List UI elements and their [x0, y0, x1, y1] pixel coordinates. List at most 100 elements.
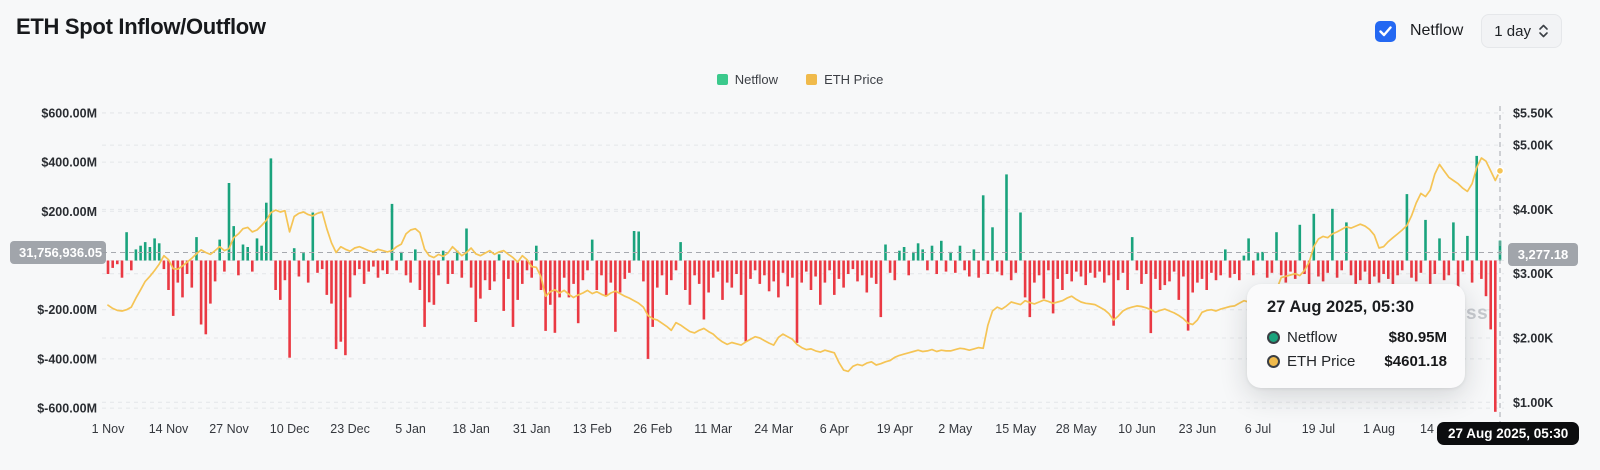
netflow-toggle-label[interactable]: Netflow [1409, 22, 1464, 39]
netflow-bar[interactable] [912, 251, 915, 261]
netflow-bar[interactable] [320, 260, 324, 270]
netflow-bar[interactable] [1000, 260, 1004, 276]
netflow-bar[interactable] [404, 260, 408, 276]
netflow-bar[interactable] [660, 260, 664, 276]
netflow-bar[interactable] [1494, 260, 1497, 412]
netflow-bar[interactable] [432, 260, 436, 305]
netflow-bar[interactable] [1438, 238, 1441, 261]
netflow-bar[interactable] [1489, 260, 1492, 330]
netflow-bar[interactable] [730, 260, 734, 288]
netflow-bar[interactable] [958, 245, 962, 261]
netflow-bar[interactable] [1456, 260, 1460, 295]
netflow-bar[interactable] [1414, 260, 1418, 282]
netflow-bar[interactable] [651, 260, 654, 327]
netflow-bar[interactable] [1340, 260, 1343, 271]
netflow-bar[interactable] [1363, 260, 1367, 272]
netflow-bar[interactable] [716, 260, 720, 272]
netflow-bar[interactable] [1047, 260, 1050, 271]
netflow-bar[interactable] [595, 260, 599, 291]
netflow-bar[interactable] [1182, 260, 1185, 277]
netflow-bar[interactable] [702, 260, 706, 320]
netflow-bar[interactable] [1265, 260, 1269, 278]
netflow-bar[interactable] [1442, 260, 1446, 281]
netflow-bar[interactable] [1079, 260, 1083, 277]
netflow-bar[interactable] [623, 260, 627, 279]
netflow-bar[interactable] [711, 260, 715, 278]
netflow-bar[interactable] [255, 238, 259, 261]
netflow-bar[interactable] [586, 260, 589, 271]
netflow-bar[interactable] [1163, 260, 1167, 286]
netflow-bar[interactable] [330, 260, 333, 304]
netflow-bar[interactable] [954, 260, 957, 273]
netflow-bar[interactable] [772, 260, 775, 282]
netflow-bar[interactable] [274, 260, 277, 291]
netflow-bar[interactable] [400, 251, 403, 261]
netflow-bar[interactable] [171, 260, 175, 316]
netflow-bar[interactable] [697, 260, 701, 284]
netflow-bar[interactable] [632, 231, 636, 261]
netflow-bar[interactable] [860, 260, 864, 276]
netflow-bar[interactable] [507, 260, 510, 279]
netflow-bar[interactable] [535, 245, 538, 261]
netflow-bar[interactable] [521, 260, 524, 284]
netflow-bar[interactable] [1359, 260, 1362, 281]
netflow-bar[interactable] [1200, 260, 1204, 279]
netflow-bar[interactable] [1419, 260, 1423, 273]
netflow-bar[interactable] [306, 260, 310, 283]
netflow-bar[interactable] [1084, 260, 1087, 286]
netflow-bar[interactable] [497, 254, 501, 261]
netflow-bar[interactable] [707, 260, 710, 293]
netflow-bar[interactable] [1158, 260, 1162, 291]
netflow-bar[interactable] [1466, 235, 1469, 261]
netflow-bar[interactable] [1210, 260, 1213, 273]
netflow-bar[interactable] [609, 260, 613, 283]
netflow-bar[interactable] [195, 237, 198, 261]
netflow-bar[interactable] [246, 247, 249, 261]
netflow-bar[interactable] [232, 226, 235, 261]
netflow-bar[interactable] [488, 260, 492, 291]
netflow-bar[interactable] [372, 260, 375, 267]
netflow-bar[interactable] [139, 245, 142, 261]
netflow-bar[interactable] [800, 260, 803, 283]
netflow-bar[interactable] [423, 260, 426, 327]
netflow-bar[interactable] [409, 260, 412, 283]
netflow-bar[interactable] [744, 260, 748, 342]
netflow-bar[interactable] [353, 260, 356, 276]
netflow-checkbox[interactable] [1374, 20, 1396, 42]
netflow-bar[interactable] [1023, 260, 1027, 298]
netflow-bar[interactable] [935, 260, 938, 275]
netflow-bar[interactable] [1387, 260, 1390, 279]
netflow-bar[interactable] [1321, 260, 1325, 282]
netflow-bar[interactable] [1480, 260, 1483, 279]
netflow-bar[interactable] [679, 242, 682, 261]
netflow-bar[interactable] [227, 183, 231, 261]
netflow-bar[interactable] [279, 260, 282, 300]
netflow-bar[interactable] [367, 260, 370, 272]
netflow-bar[interactable] [190, 260, 194, 288]
netflow-bar[interactable] [339, 260, 343, 342]
netflow-bar[interactable] [1140, 260, 1143, 284]
netflow-bar[interactable] [1186, 260, 1190, 331]
netflow-bar[interactable] [549, 260, 552, 305]
netflow-bar[interactable] [618, 260, 622, 293]
netflow-bar[interactable] [1270, 260, 1274, 273]
netflow-bar[interactable] [1037, 260, 1041, 276]
netflow-bar[interactable] [1433, 260, 1437, 275]
netflow-bar[interactable] [451, 260, 454, 275]
netflow-bar[interactable] [1177, 260, 1181, 300]
netflow-bar[interactable] [851, 260, 855, 270]
netflow-bar[interactable] [1214, 260, 1218, 281]
netflow-bar[interactable] [558, 260, 561, 298]
netflow-bar[interactable] [1289, 260, 1292, 272]
netflow-bar[interactable] [469, 260, 473, 288]
netflow-bar[interactable] [1107, 260, 1111, 276]
netflow-bar[interactable] [395, 260, 398, 271]
netflow-bar[interactable] [1293, 260, 1297, 279]
netflow-bar[interactable] [1051, 260, 1055, 314]
netflow-bar[interactable] [1354, 260, 1357, 284]
netflow-bar[interactable] [786, 260, 789, 287]
netflow-bar[interactable] [856, 260, 859, 282]
netflow-bar[interactable] [199, 260, 203, 325]
netflow-bar[interactable] [828, 260, 831, 271]
